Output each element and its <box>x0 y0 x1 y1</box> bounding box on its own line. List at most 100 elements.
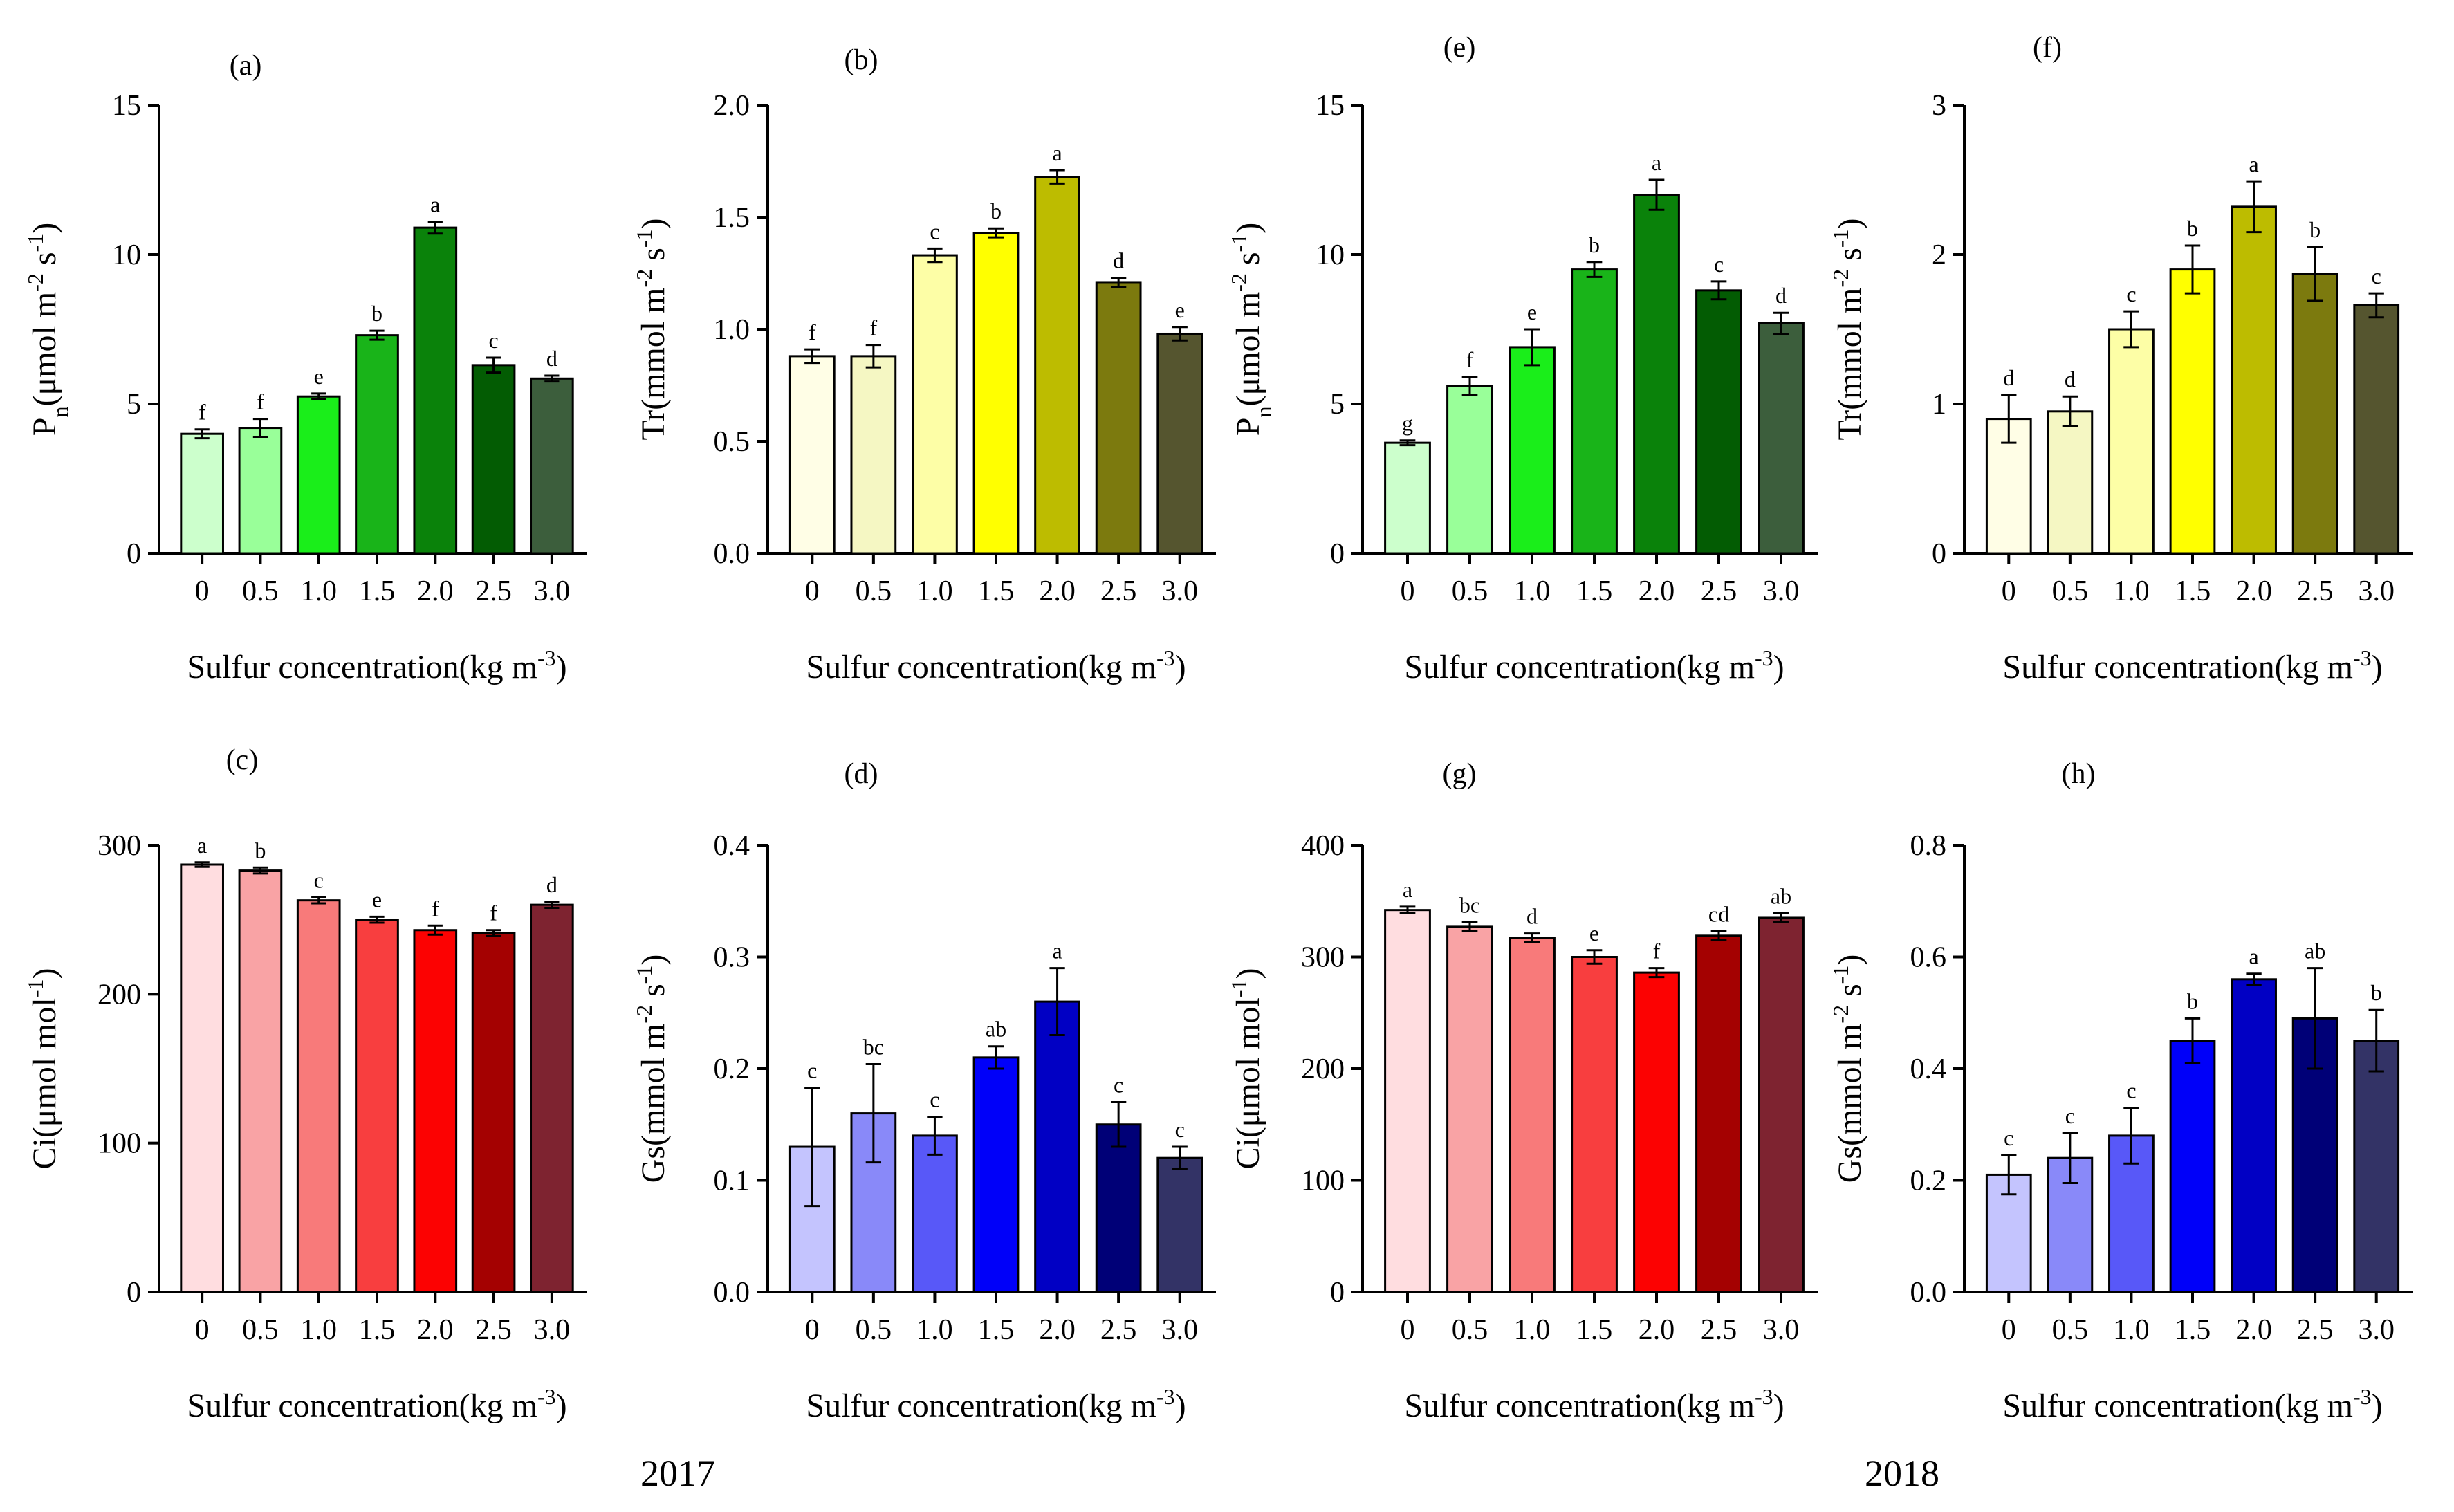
bar-2.5 <box>471 932 516 1293</box>
panel-a: (a) 0 5 10 15 f 0 f 0.5 e 1.0 b 1.5 a 2.0 c 2.5 d 3.0 Sulfu… <box>23 50 587 685</box>
significance-letter: c <box>2065 1103 2075 1128</box>
significance-letter: c <box>1114 1072 1123 1097</box>
bar-2.0 <box>2231 205 2277 555</box>
x-tick-label: 1.5 <box>978 575 1015 607</box>
panel-g: (g) 0 100 200 300 400 a 0 bc 0.5 d 1.0 e 1.5 f 2.0 cd 2.5… <box>1226 758 1818 1424</box>
y-tick-label: 2 <box>1932 239 1946 271</box>
x-axis-title: Sulfur concentration(kg m-3) <box>806 1384 1186 1424</box>
bar-1.0 <box>296 395 341 555</box>
bar-1.5 <box>2169 268 2216 555</box>
x-tick-label: 2.5 <box>475 1314 512 1346</box>
significance-letter: f <box>870 315 878 340</box>
bar-0 <box>788 355 836 555</box>
x-tick-label: 0.5 <box>242 1314 279 1346</box>
significance-letter: c <box>2004 1125 2013 1150</box>
panel-d: (d) 0.0 0.1 0.2 0.3 0.4 c 0 bc 0.5 c 1.0 ab 1.5 a 2.0 c 2… <box>631 758 1216 1424</box>
y-tick-label: 300 <box>1301 942 1345 974</box>
bar-0 <box>180 863 224 1293</box>
bar-0.5 <box>238 427 283 555</box>
significance-letter: d <box>546 872 557 897</box>
significance-letter: c <box>314 867 324 892</box>
y-tick-label: 0 <box>127 1277 141 1309</box>
significance-letter: c <box>807 1058 817 1082</box>
y-axis-title: Gs(mmol m-2 s-1) <box>1828 955 1868 1183</box>
panel-f: (f) 0 1 2 3 d 0 d 0.5 c 1.0 b 1.5 a 2.0 b 2.5 c 3.0 Sulfur … <box>1828 32 2413 685</box>
panel-c: (c) 0 100 200 300 a 0 b 0.5 c 1.0 e 1.5 f 2.0 f 2.5 d 3.0 S… <box>23 744 587 1424</box>
y-tick-label: 0.1 <box>714 1165 750 1197</box>
x-tick-label: 0 <box>1401 575 1415 607</box>
significance-letter: b <box>371 301 382 326</box>
x-tick-label: 2.0 <box>2235 575 2272 607</box>
x-tick-label: 0.5 <box>242 575 279 607</box>
bar-3.0 <box>1758 322 1805 555</box>
x-tick-label: 1.0 <box>2113 1314 2150 1346</box>
y-axis-title: Gs(mmol m-2 s-1) <box>631 955 672 1183</box>
significance-letter: c <box>2126 1078 2136 1103</box>
significance-letter: d <box>546 346 557 371</box>
y-tick-label: 0.4 <box>714 830 750 862</box>
bar-1.0 <box>912 1134 958 1293</box>
bar-2.0 <box>413 226 458 555</box>
x-axis-title: Sulfur concentration(kg m-3) <box>806 645 1186 685</box>
x-tick-label: 2.5 <box>1701 1314 1737 1346</box>
x-tick-label: 3.0 <box>534 575 571 607</box>
x-tick-label: 0.5 <box>856 575 892 607</box>
significance-letter: e <box>372 887 382 912</box>
y-tick-label: 400 <box>1301 830 1345 862</box>
bar-1.5 <box>972 232 1020 555</box>
y-tick-label: 1 <box>1932 389 1946 421</box>
bar-0.5 <box>850 355 897 555</box>
significance-letter: a <box>197 833 207 858</box>
panel-h: (h) 0.0 0.2 0.4 0.6 0.8 c 0 c 0.5 c 1.0 b 1.5 a 2.0 ab 2.… <box>1828 758 2413 1424</box>
y-tick-label: 1.5 <box>714 202 750 234</box>
x-tick-label: 3.0 <box>1161 575 1198 607</box>
x-axis-title: Sulfur concentration(kg m-3) <box>1404 1384 1784 1424</box>
y-axis-title: Tr(mmol m-2 s-1) <box>1828 219 1868 441</box>
x-tick-label: 1.5 <box>978 1314 1015 1346</box>
y-tick-label: 0 <box>1330 538 1345 570</box>
bar-2.5 <box>2291 273 2338 555</box>
panel-label-d: (d) <box>845 758 878 790</box>
bar-3.0 <box>1156 1156 1203 1293</box>
y-tick-label: 0 <box>1932 538 1946 570</box>
y-tick-label: 1.0 <box>714 314 750 346</box>
bar-2.0 <box>413 929 458 1293</box>
y-tick-label: 0.0 <box>714 1277 750 1309</box>
bar-3.0 <box>1758 916 1805 1293</box>
x-tick-label: 0.5 <box>2052 575 2089 607</box>
significance-letter: d <box>1775 283 1787 308</box>
significance-letter: d <box>1526 904 1538 929</box>
x-axis-title: Sulfur concentration(kg m-3) <box>187 1384 566 1424</box>
y-tick-label: 10 <box>1316 239 1345 271</box>
x-tick-label: 3.0 <box>2358 575 2395 607</box>
bar-2.0 <box>2231 978 2277 1293</box>
significance-letter: bc <box>863 1035 884 1060</box>
y-tick-label: 100 <box>1301 1165 1345 1197</box>
significance-letter: bc <box>1459 892 1480 917</box>
x-tick-label: 1.0 <box>916 1314 953 1346</box>
significance-letter: d <box>1113 248 1124 273</box>
bar-2.0 <box>1633 971 1680 1293</box>
x-tick-label: 2.0 <box>1639 1314 1675 1346</box>
y-tick-label: 0 <box>1330 1277 1345 1309</box>
bar-1.0 <box>912 254 958 555</box>
bar-1.5 <box>355 334 399 555</box>
y-tick-label: 100 <box>98 1128 141 1160</box>
x-axis-title: Sulfur concentration(kg m-3) <box>2002 645 2382 685</box>
significance-letter: ab <box>1771 884 1791 909</box>
significance-letter: c <box>930 1087 939 1112</box>
bar-3.0 <box>2353 304 2400 555</box>
x-tick-label: 1.0 <box>2113 575 2150 607</box>
bar-0.5 <box>1446 925 1493 1293</box>
x-tick-label: 1.5 <box>2175 1314 2211 1346</box>
panel-label-g: (g) <box>1443 758 1477 790</box>
panel-label-c: (c) <box>226 744 259 776</box>
y-tick-label: 5 <box>1330 389 1345 421</box>
bar-3.0 <box>1156 332 1203 555</box>
x-tick-label: 0 <box>2002 1314 2016 1346</box>
bar-1.0 <box>296 899 341 1293</box>
x-axis-title: Sulfur concentration(kg m-3) <box>1404 645 1784 685</box>
significance-letter: a <box>2249 944 2258 969</box>
year-label-2017: 2017 <box>640 1453 715 1494</box>
x-tick-label: 2.5 <box>2297 1314 2334 1346</box>
